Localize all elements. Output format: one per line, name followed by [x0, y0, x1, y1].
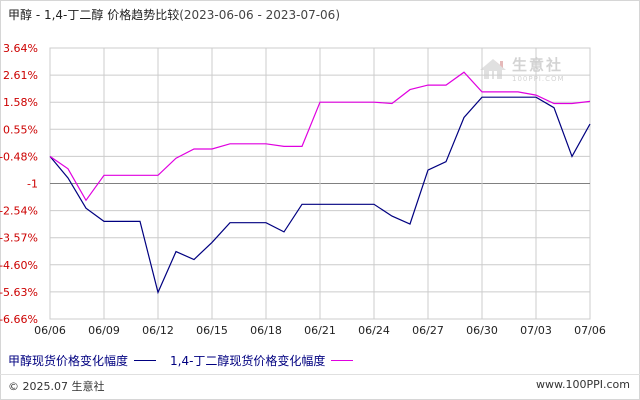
legend-swatch-series1 [134, 360, 157, 361]
watermark-url: 100PPI.COM [512, 75, 565, 83]
x-tick-label: 06/24 [358, 324, 390, 337]
y-tick-label: 0.55% [3, 123, 38, 136]
legend-item-series2: 1,4-丁二醇现货价格变化幅度 [170, 352, 354, 369]
footer-divider [0, 374, 640, 375]
title-text: 甲醇 - 1,4-丁二醇 价格趋势比较 [8, 8, 180, 22]
series-layer [49, 71, 591, 295]
legend-label-series1: 甲醇现货价格变化幅度 [8, 354, 129, 368]
y-tick-label: -2.54% [0, 205, 38, 218]
watermark-logo: 生意社 100PPI.COM [478, 54, 565, 83]
x-tick-label: 06/30 [466, 324, 498, 337]
legend-item-series1: 甲醇现货价格变化幅度 [8, 352, 157, 369]
x-tick-label: 07/06 [574, 324, 606, 337]
x-tick-label: 06/21 [304, 324, 336, 337]
y-tick-label: 3.64% [3, 42, 38, 55]
y-tick-label: 1.58% [3, 96, 38, 109]
watermark-brand: 生意社 [512, 56, 564, 74]
legend-label-series2: 1,4-丁二醇现货价格变化幅度 [170, 354, 326, 368]
y-tick-label: -0.48% [0, 150, 38, 163]
y-tick-label: -1 [27, 178, 38, 191]
legend: 甲醇现货价格变化幅度 1,4-丁二醇现货价格变化幅度 [8, 352, 367, 369]
x-tick-label: 06/27 [412, 324, 444, 337]
x-tick-label: 07/03 [520, 324, 552, 337]
x-tick-label: 06/12 [142, 324, 174, 337]
axis-labels: 3.64% 2.61% 1.58% 0.55% -0.48% -1 -2.54% -3.57%… [0, 42, 606, 337]
legend-swatch-series2 [331, 360, 354, 361]
series-line-2 [49, 71, 591, 202]
y-tick-label: -4.60% [0, 259, 38, 272]
copyright-text: © 2025.07 生意社 [8, 380, 105, 393]
x-tick-label: 06/18 [250, 324, 282, 337]
chart-title: 甲醇 - 1,4-丁二醇 价格趋势比较(2023-06-06 - 2023-07… [8, 6, 340, 23]
x-tick-label: 06/15 [196, 324, 228, 337]
series-line-1 [49, 96, 591, 295]
y-tick-label: -5.63% [0, 286, 38, 299]
date-range: (2023-06-06 - 2023-07-06) [179, 8, 341, 22]
x-tick-label: 06/06 [34, 324, 66, 337]
grid-layer [49, 47, 591, 320]
y-tick-label: -3.57% [0, 232, 38, 245]
house-logo-icon [480, 58, 506, 79]
x-tick-label: 06/09 [88, 324, 120, 337]
y-tick-label: 2.61% [3, 69, 38, 82]
y-tick-label: -6.66% [0, 313, 38, 326]
site-link[interactable]: www.100PPI.com [536, 378, 630, 391]
